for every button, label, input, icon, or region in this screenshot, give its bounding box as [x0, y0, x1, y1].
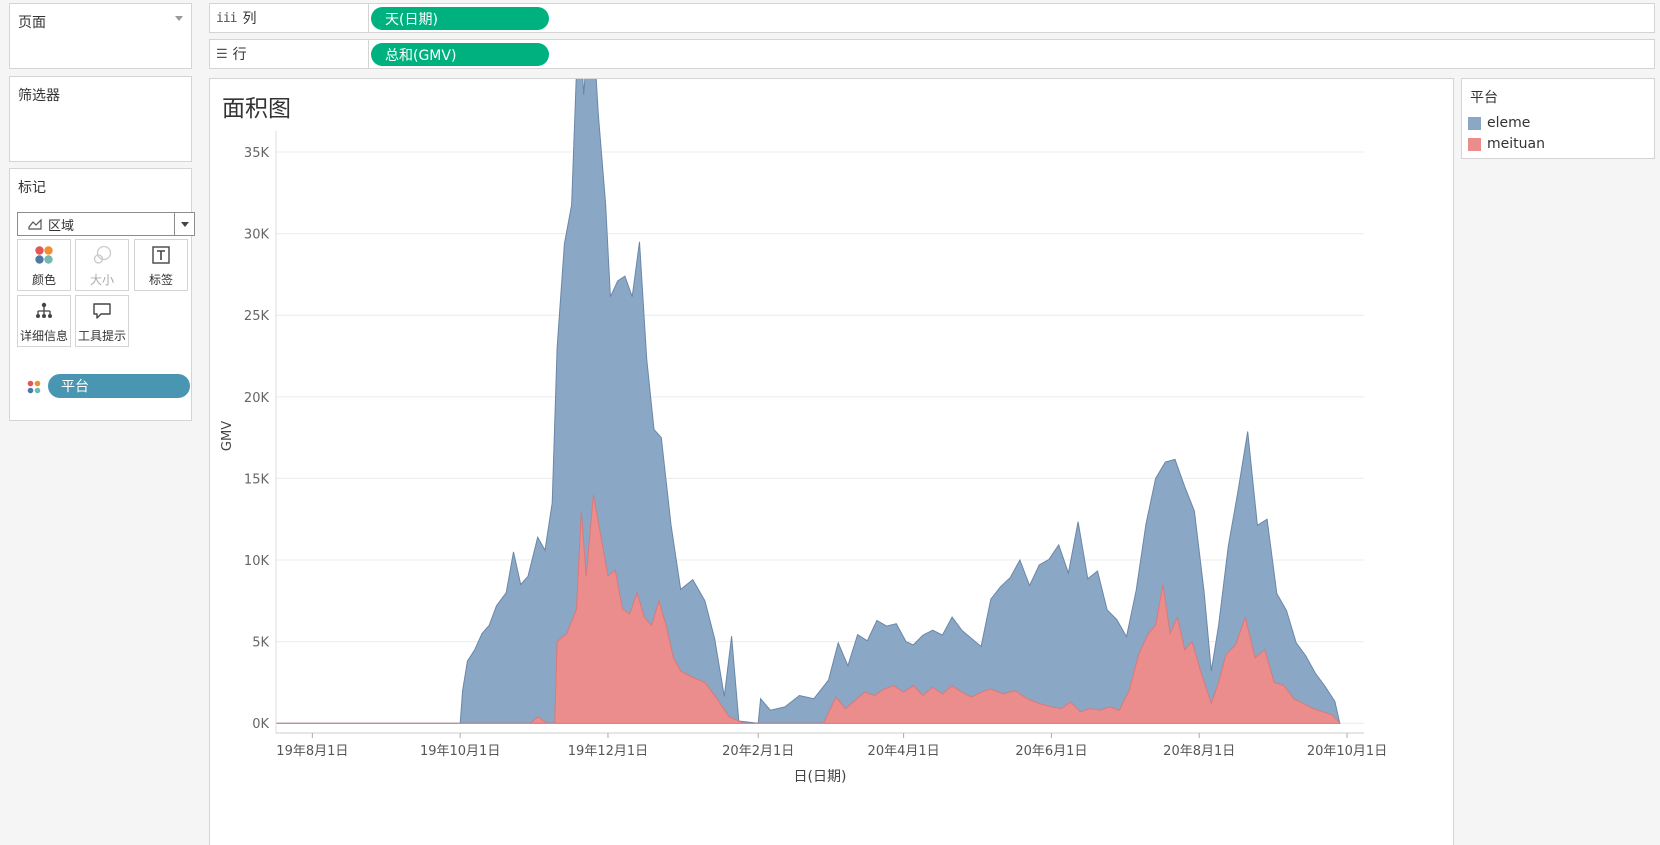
y-tick-label: 30K	[244, 228, 270, 243]
columns-pill-day-date[interactable]: 天(日期)	[371, 7, 549, 30]
rows-icon: ☰	[216, 46, 228, 62]
legend-title: 平台	[1470, 90, 1498, 106]
y-tick-label: 10K	[244, 554, 270, 569]
legend-item-eleme[interactable]: eleme	[1468, 115, 1530, 131]
x-tick-label: 20年10月1日	[1307, 744, 1387, 759]
text-label-icon	[135, 244, 187, 272]
x-tick-label: 19年12月1日	[568, 744, 648, 759]
x-tick-label: 20年8月1日	[1163, 744, 1235, 759]
columns-icon: iii	[216, 10, 238, 26]
y-tick-label: 15K	[244, 472, 270, 487]
platform-field-pill[interactable]: 平台	[48, 374, 190, 398]
x-tick-label: 19年8月1日	[276, 744, 348, 759]
size-button-label: 大小	[89, 273, 114, 287]
size-icon	[76, 244, 128, 272]
filters-panel-title: 筛选器	[18, 88, 60, 104]
color-encoding-icon	[27, 380, 41, 398]
rows-shelf-label-area: ☰ 行	[210, 40, 369, 68]
detail-button-label: 详细信息	[19, 329, 68, 343]
y-tick-label: 35K	[244, 146, 270, 161]
columns-shelf-label: 列	[242, 11, 257, 27]
mark-type-value: 区域	[48, 218, 75, 234]
rows-pill-sum-gmv[interactable]: 总和(GMV)	[371, 43, 549, 66]
legend-item-meituan[interactable]: meituan	[1468, 136, 1545, 152]
pages-dropdown-icon[interactable]	[175, 16, 183, 21]
x-tick-label: 20年4月1日	[868, 744, 940, 759]
chart-panel: 面积图 0K 5K 10K 15K 20K 25K 30K 35K 19年8月1日 19年10月1…	[209, 78, 1454, 845]
x-tick-label: 19年10月1日	[420, 744, 500, 759]
x-tick-label: 20年6月1日	[1015, 744, 1087, 759]
x-tick-label: 20年2月1日	[722, 744, 794, 759]
y-tick-label: 25K	[244, 309, 270, 324]
y-axis-title: GMV	[220, 421, 235, 451]
label-button-label: 标签	[148, 273, 173, 287]
columns-shelf-label-area: iii 列	[210, 4, 369, 32]
area-series-eleme	[276, 79, 1341, 724]
tooltip-button-label: 工具提示	[77, 329, 126, 343]
marks-panel-title: 标记	[18, 180, 46, 196]
x-axis-title: 日(日期)	[794, 769, 847, 785]
color-button-label: 颜色	[31, 273, 56, 287]
area-chart: 面积图 0K 5K 10K 15K 20K 25K 30K 35K 19年8月1日 19年10月1…	[220, 79, 1387, 785]
filters-panel[interactable]: 筛选器	[9, 76, 192, 162]
legend-swatch-meituan	[1468, 137, 1481, 151]
tooltip-bubble-icon	[76, 300, 128, 328]
detail-button[interactable]: 详细信息	[17, 295, 71, 347]
y-tick-label: 0K	[252, 717, 269, 732]
color-dots-icon	[18, 244, 70, 272]
label-button[interactable]: 标签	[134, 239, 188, 291]
y-tick-label: 5K	[252, 636, 269, 651]
area-series-meituan	[276, 494, 1341, 724]
legend-swatch-eleme	[1468, 116, 1481, 130]
color-button[interactable]: 颜色	[17, 239, 71, 291]
rows-shelf[interactable]: ☰ 行 总和(GMV)	[209, 39, 1655, 69]
area-chart-icon	[28, 218, 42, 230]
size-button: 大小	[75, 239, 129, 291]
pages-panel[interactable]: 页面	[9, 3, 192, 69]
chart-title: 面积图	[222, 96, 291, 122]
mark-type-select[interactable]: 区域	[17, 212, 195, 236]
tooltip-button[interactable]: 工具提示	[75, 295, 129, 347]
legend-label-meituan: meituan	[1487, 136, 1545, 152]
legend-label-eleme: eleme	[1487, 115, 1531, 131]
columns-shelf[interactable]: iii 列 天(日期)	[209, 3, 1655, 33]
legend-panel[interactable]: 平台 eleme meituan	[1461, 78, 1655, 159]
marks-panel: 标记 区域 颜色 大小	[9, 168, 195, 421]
pages-panel-title: 页面	[18, 15, 46, 31]
mark-type-dropdown-icon[interactable]	[174, 213, 194, 235]
detail-tree-icon	[18, 300, 70, 328]
rows-shelf-label: 行	[232, 47, 247, 63]
y-tick-label: 20K	[244, 391, 270, 406]
